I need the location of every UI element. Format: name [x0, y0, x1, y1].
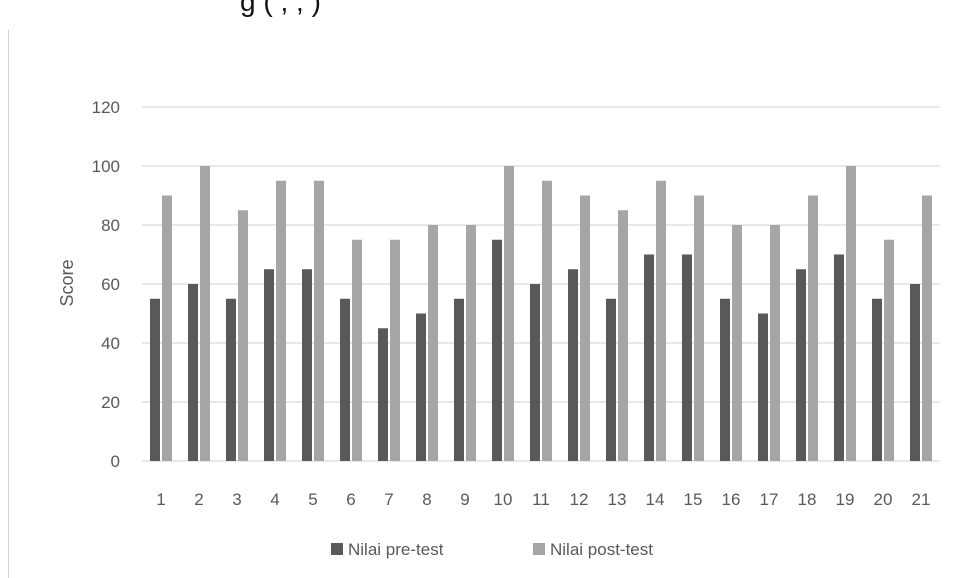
x-tick-label: 11 [532, 490, 550, 509]
y-tick-label: 0 [111, 452, 120, 471]
bar-pre-test [682, 254, 692, 461]
bar-post-test [618, 210, 628, 461]
x-tick-label: 21 [912, 490, 931, 509]
x-tick-label: 2 [194, 490, 203, 509]
bar-pre-test [454, 298, 464, 461]
x-tick-label: 17 [760, 490, 779, 509]
x-tick-label: 8 [422, 490, 431, 509]
bar-post-test [200, 166, 210, 461]
bar-pre-test [492, 239, 502, 461]
bar-post-test [580, 195, 590, 461]
bar-pre-test [796, 269, 806, 461]
x-tick-label: 19 [836, 490, 855, 509]
chart-frame-border [8, 30, 9, 578]
bar-post-test [504, 166, 514, 461]
clipped-caption: g ( , , ) [240, 0, 321, 17]
bar-post-test [352, 239, 362, 461]
y-axis-ticks: 0 20 40 60 80 100 120 [92, 98, 120, 471]
bar-pre-test [644, 254, 654, 461]
bar-post-test [694, 195, 704, 461]
bar-pre-test [150, 298, 160, 461]
x-tick-label: 6 [346, 490, 355, 509]
bar-post-test [542, 180, 552, 461]
bar-post-test [884, 239, 894, 461]
bar-pre-test [910, 284, 920, 461]
bar-pre-test [264, 269, 274, 461]
bar-post-test [314, 180, 324, 461]
x-tick-label: 16 [722, 490, 741, 509]
bar-post-test [770, 225, 780, 461]
x-tick-label: 18 [798, 490, 817, 509]
legend-label: Nilai pre-test [348, 540, 444, 559]
bars [150, 166, 932, 461]
legend-swatch-pre-test [331, 543, 343, 555]
bar-pre-test [720, 298, 730, 461]
y-tick-label: 100 [92, 157, 120, 176]
x-tick-label: 14 [646, 490, 665, 509]
bar-post-test [390, 239, 400, 461]
y-axis-title: Score [57, 259, 77, 306]
bar-post-test [808, 195, 818, 461]
gridlines [142, 106, 940, 462]
bar-pre-test [834, 254, 844, 461]
bar-pre-test [530, 284, 540, 461]
bar-pre-test [302, 269, 312, 461]
x-tick-label: 3 [232, 490, 241, 509]
bar-post-test [276, 180, 286, 461]
x-tick-label: 9 [460, 490, 469, 509]
y-tick-label: 20 [101, 393, 120, 412]
y-tick-label: 60 [101, 275, 120, 294]
y-tick-label: 80 [101, 216, 120, 235]
x-tick-label: 12 [570, 490, 589, 509]
bar-post-test [238, 210, 248, 461]
y-tick-label: 120 [92, 98, 120, 117]
bar-post-test [846, 166, 856, 461]
bar-pre-test [340, 298, 350, 461]
x-tick-label: 7 [384, 490, 393, 509]
bar-post-test [162, 195, 172, 461]
legend-label: Nilai post-test [550, 540, 653, 559]
x-axis-ticks: 1 2 3 4 5 6 7 8 9 10 11 12 13 14 15 16 17 18 19 20 21 [156, 490, 930, 509]
bar-pre-test [606, 298, 616, 461]
x-tick-label: 4 [270, 490, 279, 509]
bar-pre-test [226, 298, 236, 461]
x-tick-label: 15 [684, 490, 703, 509]
bar-post-test [732, 225, 742, 461]
bar-post-test [922, 195, 932, 461]
bar-post-test [656, 180, 666, 461]
x-tick-label: 13 [608, 490, 627, 509]
bar-pre-test [568, 269, 578, 461]
x-tick-label: 20 [874, 490, 893, 509]
x-tick-label: 10 [494, 490, 513, 509]
bar-post-test [428, 225, 438, 461]
legend-swatch-post-test [533, 543, 545, 555]
legend: Nilai pre-test Nilai post-test [331, 540, 653, 559]
y-tick-label: 40 [101, 334, 120, 353]
bar-pre-test [378, 328, 388, 461]
bar-pre-test [416, 313, 426, 461]
x-tick-label: 5 [308, 490, 317, 509]
bar-pre-test [758, 313, 768, 461]
x-tick-label: 1 [156, 490, 165, 509]
bar-pre-test [188, 284, 198, 461]
bar-pre-test [872, 298, 882, 461]
bar-post-test [466, 225, 476, 461]
